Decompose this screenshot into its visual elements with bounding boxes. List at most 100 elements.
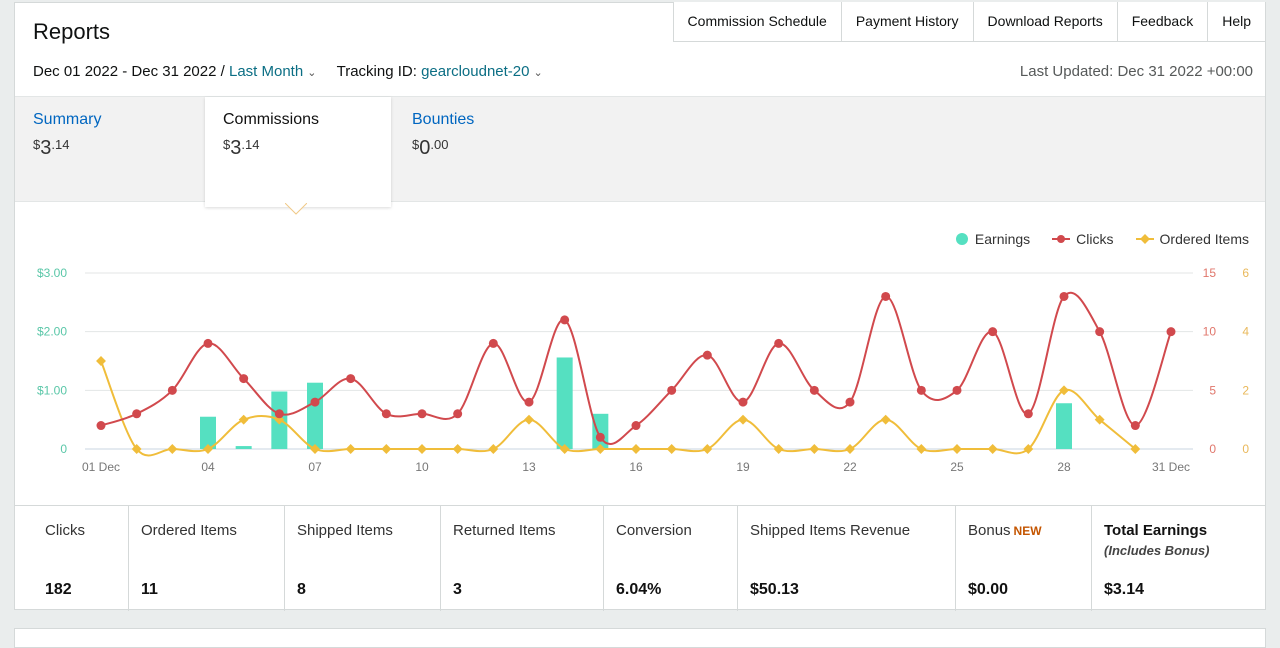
- y-tick-label-clicks: 0: [1209, 442, 1216, 456]
- y-tick-label-ordered: 6: [1242, 266, 1249, 280]
- tab-bounties-amount: $0.00: [412, 137, 449, 159]
- commission-schedule-link[interactable]: Commission Schedule: [687, 13, 827, 29]
- tab-summary-label: Summary: [33, 111, 102, 128]
- x-tick-label: 25: [950, 460, 964, 474]
- earnings-bar: [307, 382, 323, 449]
- clicks-point: [488, 338, 498, 348]
- clicks-point: [881, 291, 891, 301]
- x-tick-label: 10: [415, 460, 429, 474]
- payment-history-link[interactable]: Payment History: [840, 2, 973, 41]
- legend-clicks[interactable]: Clicks: [1052, 231, 1114, 247]
- ordered-items-point: [524, 414, 534, 425]
- stat-returned-items: Returned Items 3: [440, 506, 603, 611]
- ordered-items-point: [916, 444, 927, 454]
- download-reports-link[interactable]: Download Reports: [972, 2, 1117, 41]
- ordered-items-point: [417, 444, 427, 454]
- ordered-items-line: [100, 360, 1136, 457]
- chevron-down-icon[interactable]: ⌄: [533, 67, 543, 79]
- tab-bounties[interactable]: Bounties $0.00: [394, 97, 584, 203]
- legend-ordered-items[interactable]: Ordered Items: [1135, 231, 1249, 247]
- ordered-items-point: [1130, 444, 1141, 454]
- ordered-items-point: [345, 444, 356, 454]
- clicks-point: [203, 338, 213, 348]
- clicks-point: [702, 350, 712, 360]
- clicks-point: [524, 397, 534, 407]
- clicks-point: [631, 421, 641, 431]
- ordered-items-point: [773, 444, 784, 454]
- y-tick-label-clicks: 5: [1209, 383, 1216, 397]
- tab-commissions-label: Commissions: [223, 111, 320, 128]
- y-tick-label: $3.00: [37, 266, 67, 280]
- ordered-items-point: [845, 444, 855, 454]
- ordered-items-point: [987, 444, 998, 454]
- earnings-bar: [235, 446, 252, 449]
- date-range-text: Dec 01 2022 - Dec 31 2022: [33, 63, 217, 80]
- ordered-items-point: [238, 414, 249, 425]
- clicks-point: [774, 338, 784, 348]
- tracking-id-dropdown[interactable]: gearcloudnet-20: [421, 63, 530, 80]
- x-tick-label: 28: [1057, 460, 1071, 474]
- clicks-point: [132, 409, 142, 419]
- ordered-items-point: [381, 444, 392, 454]
- x-tick-label: 01 Dec: [82, 460, 120, 474]
- earnings-bar: [556, 357, 573, 449]
- ordered-items-point: [559, 444, 570, 454]
- clicks-point: [1130, 421, 1140, 431]
- top-nav: Commission Schedule Payment History Down…: [672, 2, 1265, 42]
- legend-earnings[interactable]: Earnings: [955, 231, 1030, 247]
- tab-bounties-label: Bounties: [412, 111, 475, 128]
- tab-commissions[interactable]: Commissions $3.14: [205, 97, 391, 207]
- clicks-point: [916, 385, 926, 395]
- tab-summary-amount: $3.14: [33, 137, 70, 159]
- stat-ordered-items: Ordered Items 11: [128, 506, 284, 611]
- y-tick-label-ordered: 2: [1242, 383, 1249, 397]
- stat-total-earnings: Total Earnings (Includes Bonus) $3.14: [1091, 506, 1265, 611]
- chevron-down-icon[interactable]: ⌄: [307, 67, 317, 79]
- ordered-items-point: [96, 356, 106, 366]
- earnings-bar: [1056, 403, 1072, 449]
- clicks-point: [381, 409, 391, 419]
- tab-commissions-amount: $3.14: [223, 137, 260, 159]
- y-tick-label-clicks: 15: [1203, 266, 1217, 280]
- ordered-items-point: [666, 444, 677, 454]
- earnings-bar: [592, 413, 609, 449]
- ordered-items-point: [952, 444, 962, 454]
- clicks-point: [1095, 327, 1105, 337]
- date-sep: /: [216, 63, 229, 80]
- clicks-point: [560, 315, 570, 325]
- last-updated: Last Updated: Dec 31 2022 +00:00: [1019, 63, 1253, 80]
- ordered-items-point: [631, 444, 641, 454]
- ordered-items-point: [880, 414, 891, 425]
- clicks-line: [100, 291, 1172, 445]
- y-tick-label: $2.00: [37, 325, 67, 339]
- tracking-label: Tracking ID:: [336, 63, 417, 80]
- help-link[interactable]: Help: [1207, 2, 1265, 41]
- clicks-point: [738, 397, 748, 407]
- clicks-point: [809, 385, 819, 395]
- ordered-items-point: [595, 444, 606, 454]
- clicks-point: [1166, 327, 1176, 337]
- date-range-row: Dec 01 2022 - Dec 31 2022 / Last Month ⌄ …: [33, 63, 543, 80]
- clicks-point: [310, 397, 320, 407]
- y-tick-label-ordered: 4: [1242, 325, 1249, 339]
- chart-legend: Earnings Clicks Ordered Items: [955, 231, 1249, 247]
- next-card: [14, 628, 1266, 648]
- reports-card: Reports Commission Schedule Payment Hist…: [14, 2, 1266, 611]
- ordered-items-point: [452, 444, 463, 454]
- ordered-items-point: [1094, 414, 1105, 425]
- clicks-point: [845, 397, 855, 407]
- stat-bonus: Bonus NEW $0.00: [955, 506, 1091, 611]
- ordered-items-point: [167, 444, 178, 454]
- stat-clicks: Clicks 182: [45, 522, 85, 598]
- feedback-link[interactable]: Feedback: [1116, 2, 1207, 41]
- clicks-point: [417, 409, 427, 419]
- clicks-point: [952, 385, 962, 395]
- x-tick-label: 07: [308, 460, 322, 474]
- ordered-items-point: [738, 414, 748, 425]
- y-tick-label: 0: [60, 442, 67, 456]
- tab-pointer-icon: [285, 203, 307, 215]
- tab-summary[interactable]: Summary $3.14: [15, 97, 205, 203]
- date-preset-dropdown[interactable]: Last Month: [228, 63, 304, 80]
- x-tick-label: 22: [843, 460, 857, 474]
- y-tick-label-ordered: 0: [1242, 442, 1249, 456]
